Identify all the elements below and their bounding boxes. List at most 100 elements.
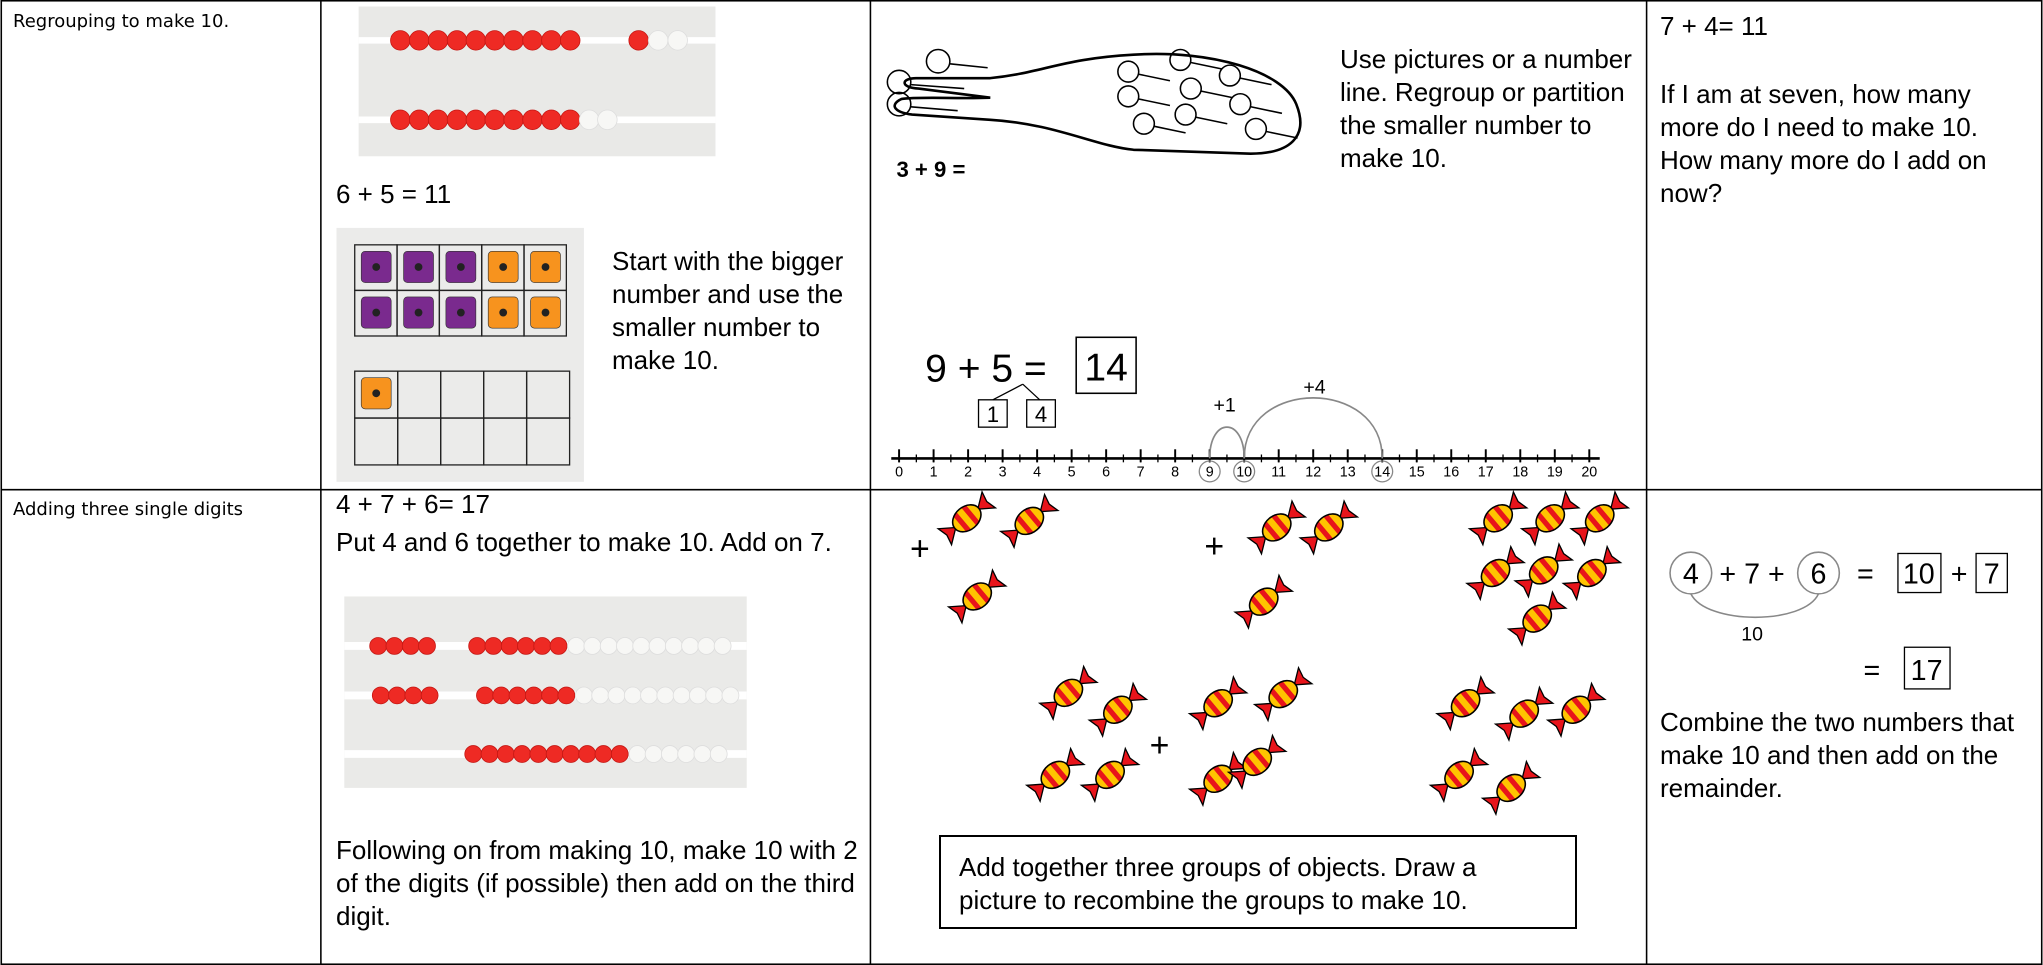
bead — [579, 110, 599, 130]
bead — [710, 746, 727, 763]
term: = — [1857, 558, 1874, 590]
bead — [447, 110, 467, 130]
candy — [1429, 746, 1490, 803]
bead — [584, 637, 601, 654]
jump-label: +4 — [1303, 376, 1325, 398]
candy — [1494, 685, 1555, 742]
tick-label: 2 — [964, 465, 972, 481]
bead — [504, 31, 524, 51]
bead — [542, 687, 559, 704]
bead — [485, 637, 502, 654]
bead — [493, 687, 510, 704]
bead — [534, 637, 551, 654]
bead — [608, 687, 625, 704]
bead — [657, 687, 674, 704]
cube-hole — [372, 263, 380, 271]
bead — [560, 31, 580, 51]
candy — [1080, 746, 1141, 803]
cube-hole — [372, 309, 380, 317]
tick-label: 5 — [1068, 465, 1076, 481]
tick-label: 3 — [999, 465, 1007, 481]
tick-label: 4 — [1033, 465, 1041, 481]
bead — [481, 746, 498, 763]
part: 1 — [987, 402, 999, 427]
note: Start with the bigger number and use the… — [612, 245, 862, 377]
note: Put 4 and 6 together to make 10. Add on … — [336, 526, 846, 559]
bead — [447, 31, 467, 51]
candy — [1246, 499, 1307, 556]
term: 6 — [1811, 558, 1827, 590]
tick-label: 20 — [1581, 465, 1597, 481]
bead — [525, 687, 542, 704]
bead — [409, 31, 429, 51]
bead — [504, 110, 524, 130]
tick-label: 0 — [895, 465, 903, 481]
equation: 6 + 5 = 11 — [336, 178, 451, 211]
tick-label: 1 — [930, 465, 938, 481]
candies — [936, 490, 1630, 816]
term: + — [1951, 558, 1968, 590]
caption-box: Add together three groups of objects. Dr… — [939, 835, 1577, 929]
candy — [1299, 499, 1360, 556]
candy — [1465, 545, 1526, 602]
bead — [391, 110, 411, 130]
candy — [1233, 573, 1294, 630]
candy — [1562, 545, 1623, 602]
note: Following on from making 10, make 10 wit… — [336, 834, 866, 933]
page: 3 + 9 = 9 + 5 = 14 1 4 +1 +4 01234567891… — [0, 0, 2043, 965]
row-topic: Regrouping to make 10. — [13, 11, 229, 32]
note: Use pictures or a number line. Regroup o… — [1340, 43, 1645, 175]
plus-sign: + — [1204, 527, 1224, 565]
bead — [698, 637, 715, 654]
tick-label: 19 — [1547, 465, 1563, 481]
bead — [641, 687, 658, 704]
total: 17 — [1911, 655, 1943, 687]
bead — [518, 637, 535, 654]
bead — [469, 637, 486, 654]
cube-hole — [542, 263, 550, 271]
bead — [466, 110, 486, 130]
tick-label: 6 — [1102, 465, 1110, 481]
plus-sign: + — [910, 530, 930, 568]
bead — [523, 31, 543, 51]
bead — [466, 31, 486, 51]
caption: Add together three groups of objects. Dr… — [959, 852, 1476, 915]
bead — [370, 637, 387, 654]
tick-label: 9 — [1206, 465, 1214, 481]
picture-label: 3 + 9 = — [896, 157, 965, 182]
tick-label: 11 — [1271, 465, 1286, 481]
candy — [1025, 746, 1086, 803]
bead — [682, 637, 699, 654]
tick-label: 15 — [1409, 465, 1425, 481]
bead-photo — [359, 7, 716, 157]
term: 4 — [1683, 558, 1699, 590]
plus-sign: + — [1150, 727, 1170, 765]
bead — [665, 637, 682, 654]
bead — [600, 637, 617, 654]
equation: 4 + 7 + 6= 17 — [336, 488, 490, 521]
note: If I am at seven, how many more do I nee… — [1660, 78, 2035, 210]
bead — [722, 687, 739, 704]
bead — [689, 687, 706, 704]
candy — [1569, 490, 1630, 547]
bead — [501, 637, 518, 654]
bead — [372, 687, 389, 704]
cube-hole — [457, 309, 465, 317]
bead — [694, 746, 711, 763]
tick-label: 7 — [1137, 465, 1145, 481]
bead — [624, 687, 641, 704]
cube-hole — [457, 263, 465, 271]
jump-arc — [1210, 427, 1245, 458]
bead — [497, 746, 514, 763]
bead — [645, 746, 662, 763]
note: Combine the two numbers that make 10 and… — [1660, 706, 2030, 805]
bead — [562, 746, 579, 763]
bead — [592, 687, 609, 704]
candy — [1468, 490, 1529, 547]
candy — [1038, 664, 1099, 721]
tens-frame-photo — [336, 228, 583, 482]
bead — [485, 110, 505, 130]
bead — [428, 110, 448, 130]
term: 10 — [1903, 558, 1935, 590]
bead — [629, 31, 649, 51]
